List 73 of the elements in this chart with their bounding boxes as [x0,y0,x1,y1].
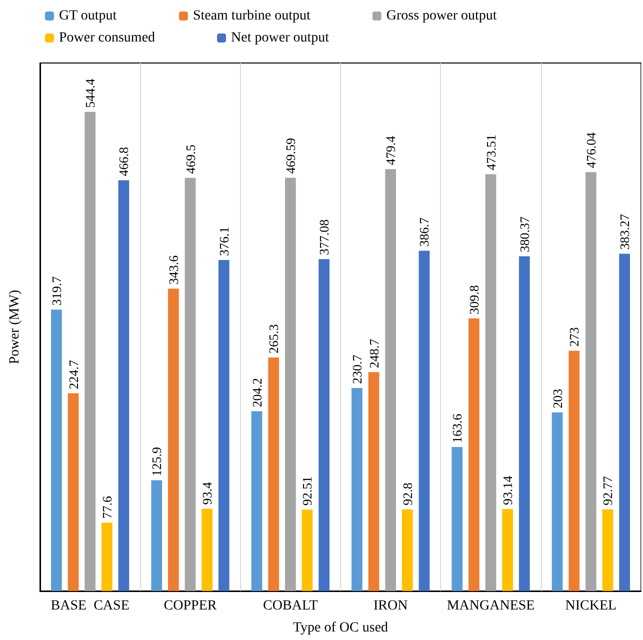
bar [552,412,563,591]
bar [468,318,480,591]
data-label: 343.6 [166,254,181,285]
bar [168,288,179,591]
data-label: 544.4 [82,78,98,108]
data-label: 319.7 [48,276,64,306]
bar [101,522,112,591]
bar [218,260,230,591]
x-tick-label: COBALT [263,598,318,614]
data-label: 469.59 [282,138,298,174]
data-label: 476.04 [583,132,598,168]
data-label: 473.51 [483,134,498,170]
data-label: 204.2 [249,378,264,408]
legend-label: Steam turbine output [192,8,310,24]
bar [619,254,630,591]
x-tick-label: MANGANESE [446,598,535,614]
data-label: 309.8 [466,285,482,314]
bar [352,388,362,591]
bar [418,250,430,591]
bar [184,178,196,591]
legend-label: Power consumed [59,30,156,46]
bar [402,509,413,591]
x-tick-label: COPPER [164,598,218,614]
data-label: 248.7 [366,338,382,368]
bar [585,172,596,591]
bar [68,393,79,591]
bar [502,509,513,591]
data-label: 77.6 [99,495,114,519]
bar [452,447,463,591]
bar [251,411,262,591]
y-axis-title: Power (MW) [8,290,22,364]
bar [485,174,496,591]
bar [385,169,396,591]
x-tick-label: IRON [373,598,408,614]
bar [368,372,380,591]
bar [84,112,96,591]
bar [51,310,62,591]
data-label: 203 [550,388,565,408]
bar [518,256,530,591]
bar [602,509,614,591]
data-label: 93.4 [200,482,215,505]
x-tick-label: NICKEL [565,598,617,614]
data-label: 469.5 [182,144,198,174]
legend-label: Gross power output [386,8,497,24]
data-label: 466.8 [116,146,132,176]
data-label: 92.77 [600,476,616,506]
bar [302,510,313,591]
data-label: 163.6 [450,413,465,444]
bar [202,508,212,591]
data-label: 230.7 [349,354,364,384]
data-label: 479.4 [383,135,398,166]
data-label: 273 [566,327,582,347]
data-label: 380.37 [516,216,532,252]
legend-label: GT output [59,8,117,24]
x-tick-label: BASE CASE [50,598,130,614]
data-label: 265.3 [266,324,282,354]
data-label: 92.51 [300,476,315,506]
x-axis-title: Type of OC used [292,620,388,636]
bar [318,259,330,591]
data-label: 125.9 [149,446,164,476]
legend-label: Net power output [231,30,330,46]
data-label: 224.7 [66,360,81,390]
bar [118,180,130,591]
bar [284,178,296,591]
data-label: 383.27 [617,213,632,250]
data-label: 93.14 [500,475,516,506]
data-label: 377.08 [316,219,332,256]
data-label: 386.7 [416,216,432,247]
bar [268,358,280,591]
data-label: 92.8 [400,482,415,506]
data-label: 376.1 [216,226,232,256]
bar [568,350,580,591]
bar [151,480,162,591]
